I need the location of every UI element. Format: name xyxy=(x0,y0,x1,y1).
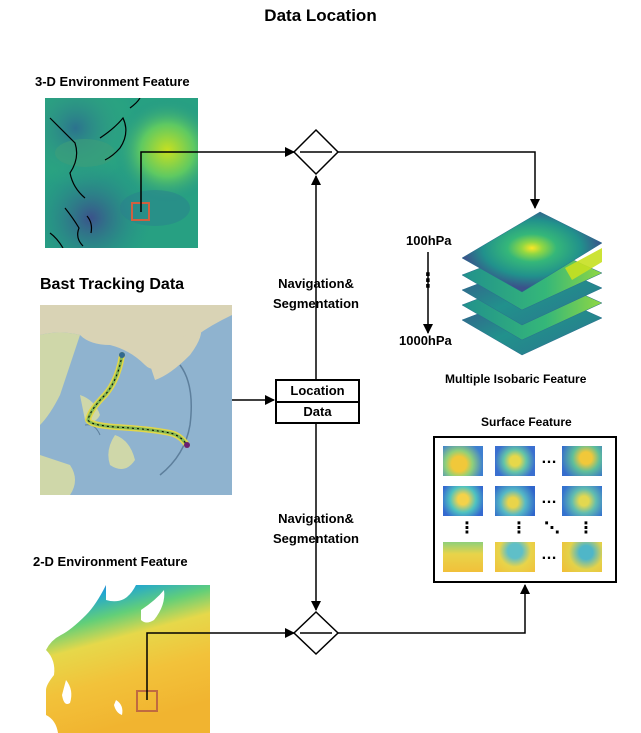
surface-tile xyxy=(495,486,535,516)
surface-tile xyxy=(495,446,535,476)
pressure-bottom-label: 1000hPa xyxy=(399,333,452,348)
pressure-top-label: 100hPa xyxy=(406,233,452,248)
env3d-map xyxy=(45,98,198,248)
surface-tile xyxy=(443,446,483,476)
nav-seg-top-label: Navigation& Segmentation xyxy=(256,274,376,314)
tracking-label: Bast Tracking Data xyxy=(40,276,185,293)
isobaric-label: Multiple Isobaric Feature xyxy=(445,372,587,386)
surface-label: Surface Feature xyxy=(481,415,572,429)
nav-top-line2: Segmentation xyxy=(273,296,359,311)
nav-seg-bottom-label: Navigation& Segmentation xyxy=(256,509,376,549)
surface-tile xyxy=(562,486,602,516)
location-data-divider xyxy=(277,401,358,403)
data-cell: Data xyxy=(303,404,332,419)
surface-tile xyxy=(443,486,483,516)
ellipsis-v-col3: ⋮ xyxy=(578,520,594,537)
nav-bottom-line2: Segmentation xyxy=(273,531,359,546)
ellipsis-v-col2: ⋮ xyxy=(511,520,527,537)
location-data-box: Location Data xyxy=(275,379,360,424)
env3d-label: 3-D Environment Feature xyxy=(35,74,190,89)
ellipsis-h-row1: … xyxy=(541,450,557,467)
location-cell: Location xyxy=(290,383,345,398)
nav-top-line1: Navigation& xyxy=(278,276,354,291)
surface-tile xyxy=(443,542,483,572)
pressure-ellipsis: ⋮ xyxy=(418,270,438,292)
diagram-title: Data Location xyxy=(264,6,377,25)
nav-bottom-line1: Navigation& xyxy=(278,511,354,526)
ellipsis-h-row2: … xyxy=(541,490,557,507)
env2d-map xyxy=(46,585,210,733)
ellipsis-diagonal: ⋱ xyxy=(544,520,560,537)
surface-tile xyxy=(562,542,602,572)
env2d-label: 2-D Environment Feature xyxy=(33,554,188,569)
surface-tile xyxy=(495,542,535,572)
surface-tile xyxy=(562,446,602,476)
surface-feature-box: … … … ⋮ ⋮ ⋱ ⋮ xyxy=(433,436,617,583)
ellipsis-h-row3: … xyxy=(541,546,557,563)
tracking-map xyxy=(40,305,232,495)
ellipsis-v-col1: ⋮ xyxy=(459,520,475,537)
